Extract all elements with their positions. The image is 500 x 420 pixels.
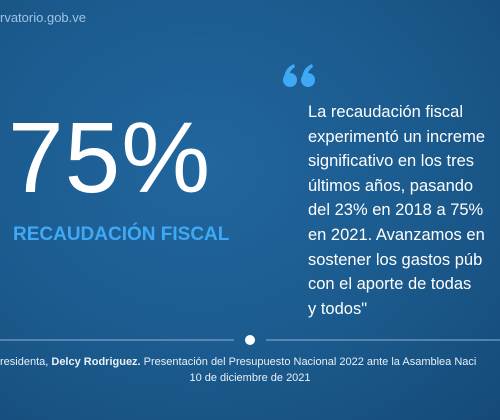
- footer-speaker: Delcy Rodriguez.: [51, 356, 141, 368]
- footer-event: Presentación del Presupuesto Nacional 20…: [140, 356, 477, 368]
- quote-line: del 23% en 2018 a 75%: [308, 201, 484, 220]
- quote-line: en 2021. Avanzamos en: [308, 225, 485, 244]
- quote-icon: [283, 64, 315, 87]
- highlight-value: 75%: [8, 102, 212, 214]
- highlight-label: RECAUDACIÓN FISCAL: [13, 224, 230, 245]
- divider: [0, 335, 500, 345]
- footer-date: 10 de diciembre de 2021: [189, 372, 311, 384]
- quote-line: y todos": [308, 299, 368, 318]
- footer-prefix: residenta,: [0, 356, 52, 368]
- quote-line: últimos años, pasando: [308, 176, 474, 195]
- site-url: rvatorio.gob.ve: [0, 10, 86, 25]
- quote-line: La recaudación fiscal: [308, 103, 464, 121]
- footer-line: residenta, Delcy Rodriguez. Presentación…: [0, 356, 500, 368]
- quote: La recaudación fiscal experimentó un incr…: [308, 100, 485, 321]
- quote-line: significativo en los tres: [308, 152, 474, 171]
- quote-line: sostener los gastos púb: [308, 250, 483, 269]
- quote-line: con el aporte de todas: [308, 275, 472, 294]
- quote-line: experimentó un increme: [308, 127, 486, 146]
